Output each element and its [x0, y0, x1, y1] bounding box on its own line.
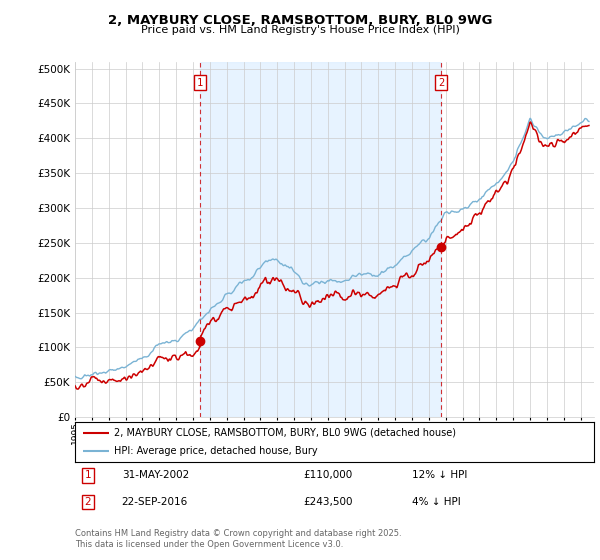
Text: 2: 2: [85, 497, 91, 507]
Text: £243,500: £243,500: [304, 497, 353, 507]
Text: Price paid vs. HM Land Registry's House Price Index (HPI): Price paid vs. HM Land Registry's House …: [140, 25, 460, 35]
Text: Contains HM Land Registry data © Crown copyright and database right 2025.
This d: Contains HM Land Registry data © Crown c…: [75, 529, 401, 549]
Text: 1: 1: [85, 470, 91, 480]
Text: £110,000: £110,000: [304, 470, 353, 480]
Text: 31-MAY-2002: 31-MAY-2002: [122, 470, 189, 480]
Text: 2, MAYBURY CLOSE, RAMSBOTTOM, BURY, BL0 9WG (detached house): 2, MAYBURY CLOSE, RAMSBOTTOM, BURY, BL0 …: [114, 428, 456, 437]
Bar: [200, 62, 441, 417]
Text: 1: 1: [197, 77, 203, 87]
Text: 2: 2: [438, 77, 444, 87]
Text: 12% ↓ HPI: 12% ↓ HPI: [412, 470, 468, 480]
Text: 22-SEP-2016: 22-SEP-2016: [122, 497, 188, 507]
Text: 4% ↓ HPI: 4% ↓ HPI: [412, 497, 461, 507]
Text: HPI: Average price, detached house, Bury: HPI: Average price, detached house, Bury: [114, 446, 317, 456]
Text: 2, MAYBURY CLOSE, RAMSBOTTOM, BURY, BL0 9WG: 2, MAYBURY CLOSE, RAMSBOTTOM, BURY, BL0 …: [108, 14, 492, 27]
